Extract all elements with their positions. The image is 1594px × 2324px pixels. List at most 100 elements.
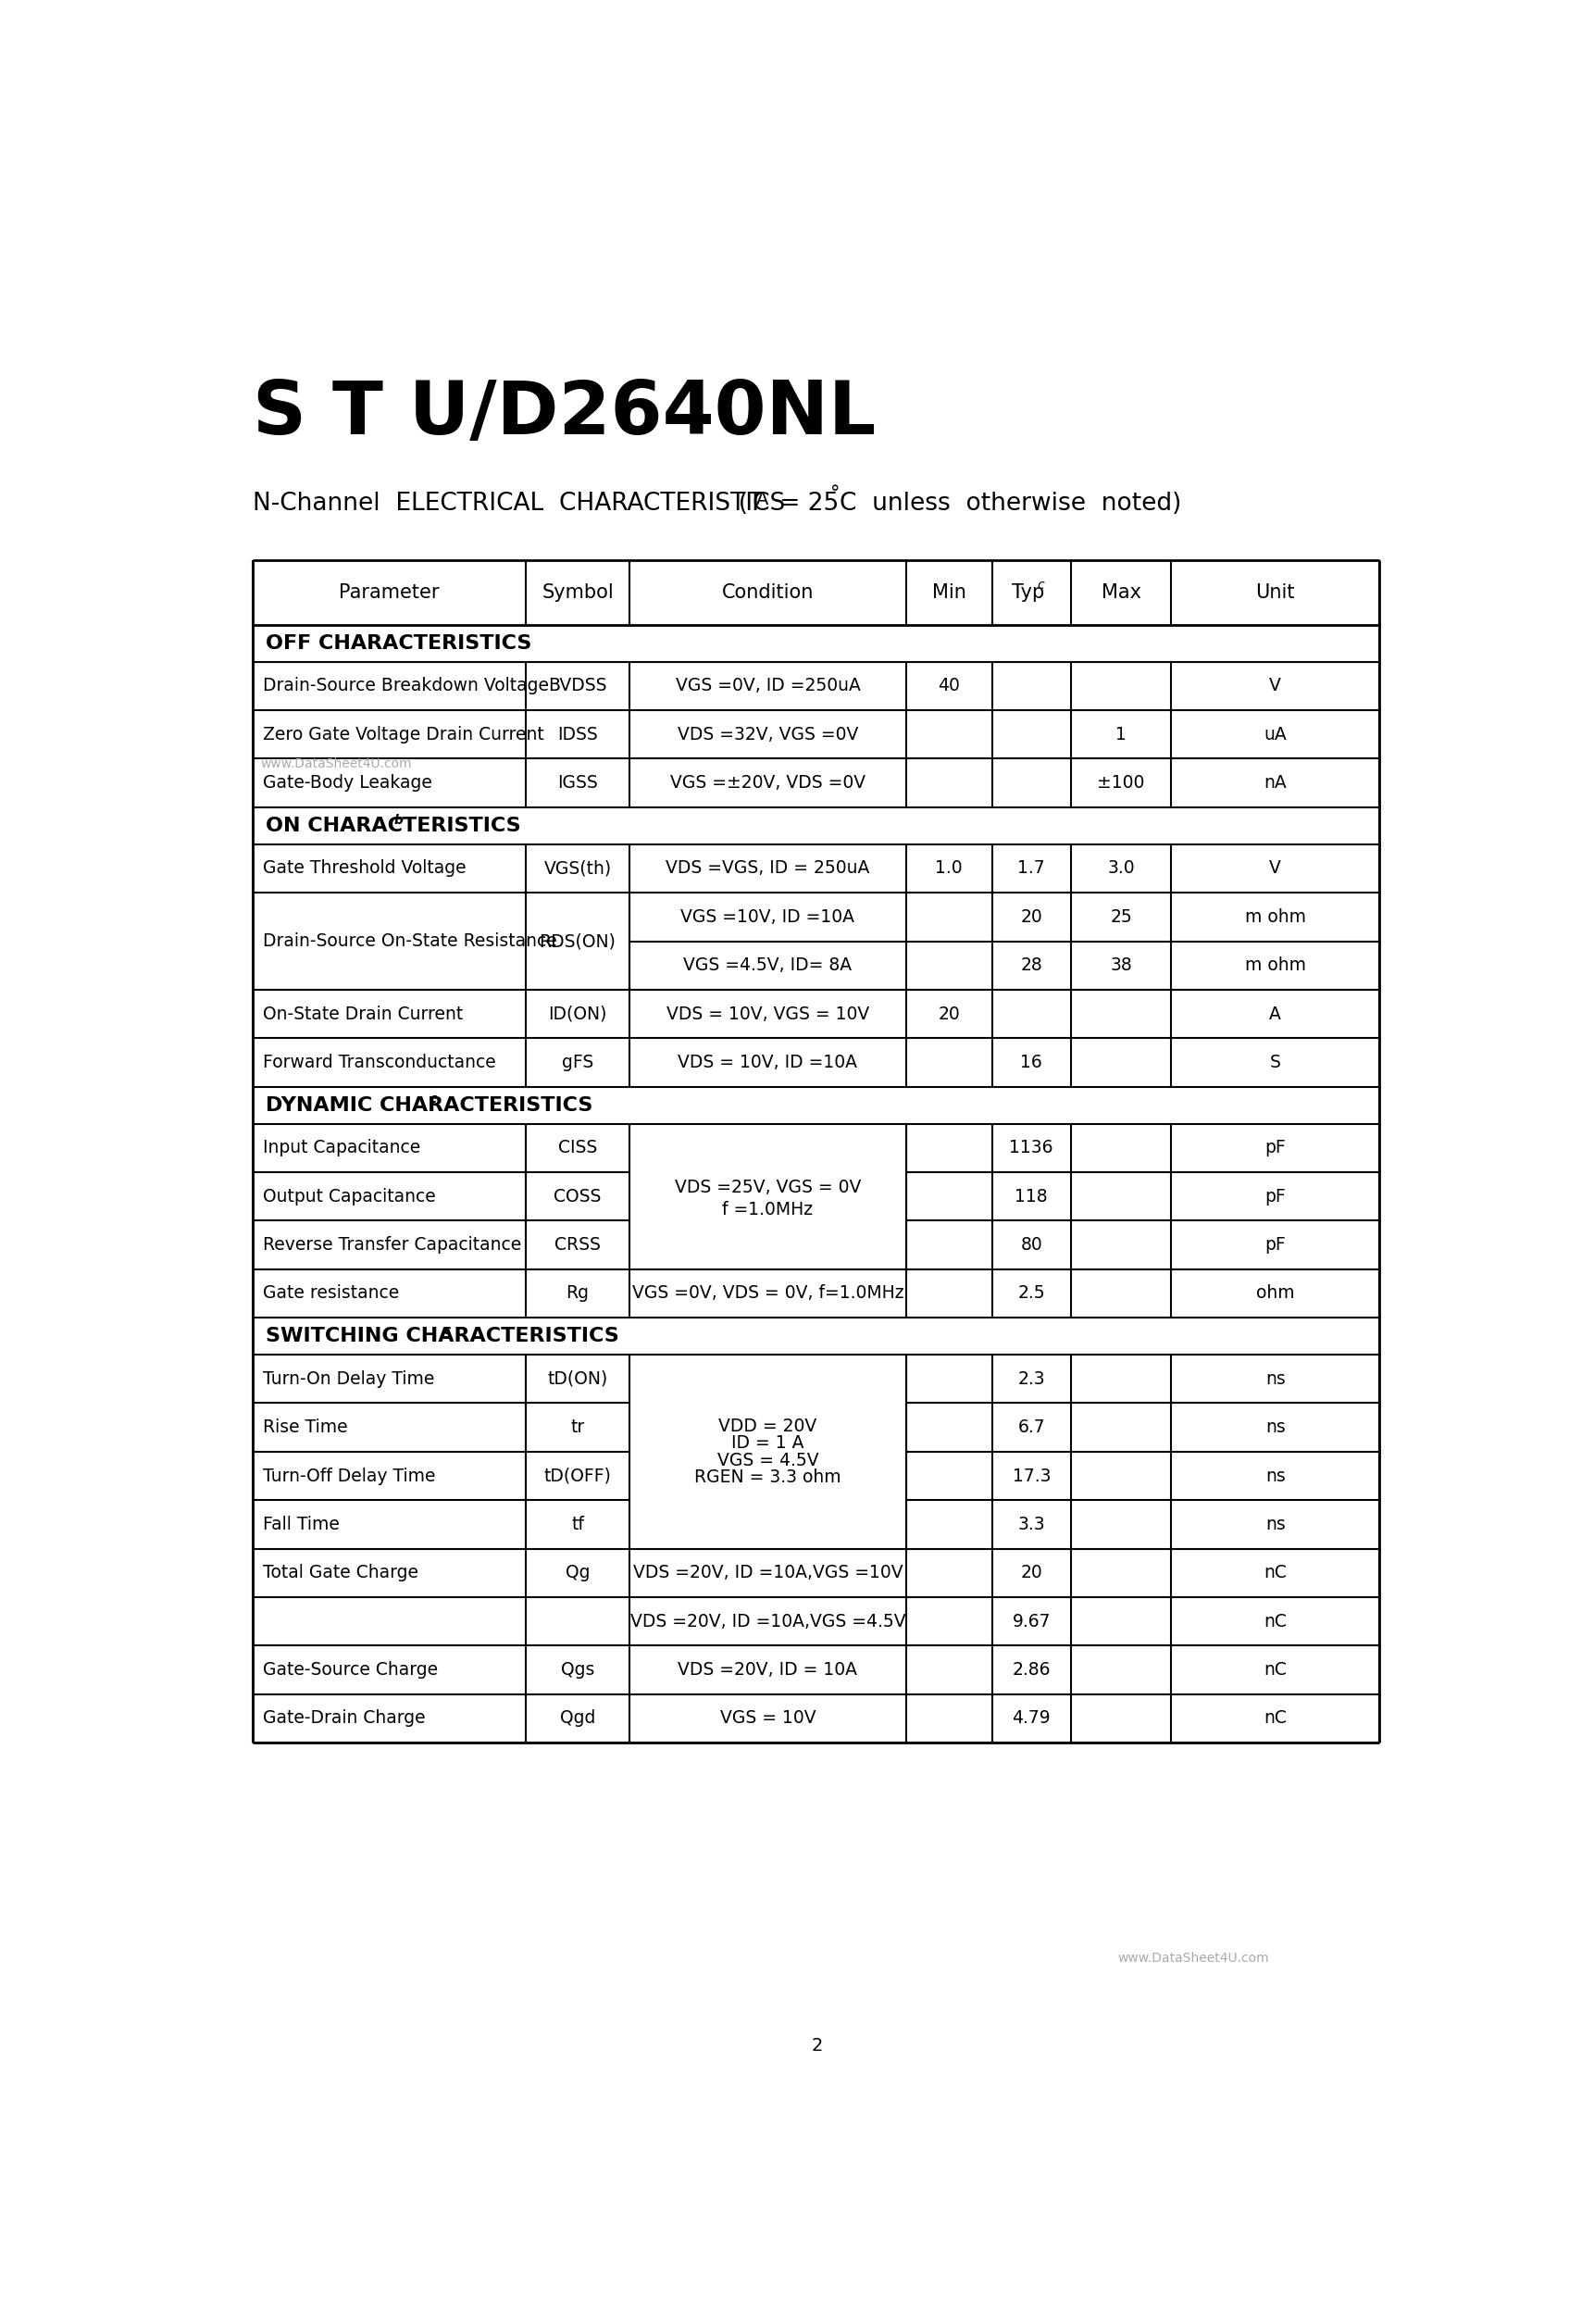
Text: Typ: Typ <box>1012 583 1044 602</box>
Text: ohm: ohm <box>1256 1285 1294 1301</box>
Text: 4.79: 4.79 <box>1012 1710 1050 1727</box>
Text: 118: 118 <box>1015 1188 1047 1206</box>
Text: ns: ns <box>1266 1371 1285 1387</box>
Text: Max: Max <box>1101 583 1141 602</box>
Text: °: ° <box>830 483 840 502</box>
Text: www.DataSheet4U.com: www.DataSheet4U.com <box>260 758 411 769</box>
Text: 3.3: 3.3 <box>1017 1515 1046 1534</box>
Text: Input Capacitance: Input Capacitance <box>263 1139 421 1157</box>
Text: uA: uA <box>1264 725 1286 744</box>
Text: ns: ns <box>1266 1418 1285 1436</box>
Text: IDSS: IDSS <box>558 725 598 744</box>
Text: V: V <box>1269 860 1282 876</box>
Text: 9.67: 9.67 <box>1012 1613 1050 1629</box>
Text: 20: 20 <box>937 1004 960 1023</box>
Text: VDD = 20V: VDD = 20V <box>719 1418 818 1434</box>
Text: Gate resistance: Gate resistance <box>263 1285 400 1301</box>
Text: 20: 20 <box>1020 1564 1042 1583</box>
Text: 3.0: 3.0 <box>1108 860 1135 876</box>
Text: c: c <box>429 1092 437 1106</box>
Text: pF: pF <box>1264 1139 1286 1157</box>
Text: Gate Threshold Voltage: Gate Threshold Voltage <box>263 860 467 876</box>
Text: COSS: COSS <box>553 1188 601 1206</box>
Text: 40: 40 <box>937 676 960 695</box>
Text: Gate-Source Charge: Gate-Source Charge <box>263 1662 438 1678</box>
Text: Zero Gate Voltage Drain Current: Zero Gate Voltage Drain Current <box>263 725 544 744</box>
Text: VDS =20V, ID = 10A: VDS =20V, ID = 10A <box>677 1662 858 1678</box>
Text: Condition: Condition <box>722 583 815 602</box>
Text: VGS =±20V, VDS =0V: VGS =±20V, VDS =0V <box>669 774 866 792</box>
Text: Qgd: Qgd <box>559 1710 596 1727</box>
Text: V: V <box>1269 676 1282 695</box>
Text: VGS =4.5V, ID= 8A: VGS =4.5V, ID= 8A <box>684 957 853 974</box>
Text: nC: nC <box>1264 1613 1286 1629</box>
Text: Gate-Drain Charge: Gate-Drain Charge <box>263 1710 426 1727</box>
Text: nC: nC <box>1264 1710 1286 1727</box>
Text: 2.86: 2.86 <box>1012 1662 1050 1678</box>
Text: 1.7: 1.7 <box>1017 860 1046 876</box>
Text: DYNAMIC CHARACTERISTICS: DYNAMIC CHARACTERISTICS <box>266 1097 593 1116</box>
Text: pF: pF <box>1264 1188 1286 1206</box>
Text: CISS: CISS <box>558 1139 598 1157</box>
Text: VGS =0V, ID =250uA: VGS =0V, ID =250uA <box>676 676 861 695</box>
Text: VGS = 10V: VGS = 10V <box>720 1710 816 1727</box>
Text: Fall Time: Fall Time <box>263 1515 340 1534</box>
Text: m ohm: m ohm <box>1245 909 1305 925</box>
Text: nC: nC <box>1264 1662 1286 1678</box>
Text: (T: (T <box>724 490 764 516</box>
Text: = 25: = 25 <box>771 490 846 516</box>
Text: Turn-Off Delay Time: Turn-Off Delay Time <box>263 1466 435 1485</box>
Text: tD(OFF): tD(OFF) <box>544 1466 612 1485</box>
Text: IGSS: IGSS <box>558 774 598 792</box>
Text: Symbol: Symbol <box>542 583 614 602</box>
Text: tr: tr <box>571 1418 585 1436</box>
Text: VGS = 4.5V: VGS = 4.5V <box>717 1452 819 1469</box>
Text: 1136: 1136 <box>1009 1139 1054 1157</box>
Text: m ohm: m ohm <box>1245 957 1305 974</box>
Text: 1.0: 1.0 <box>936 860 963 876</box>
Text: tf: tf <box>571 1515 583 1534</box>
Text: Total Gate Charge: Total Gate Charge <box>263 1564 419 1583</box>
Text: www.DataSheet4U.com: www.DataSheet4U.com <box>1117 1952 1269 1964</box>
Text: VDS =VGS, ID = 250uA: VDS =VGS, ID = 250uA <box>666 860 870 876</box>
Text: Drain-Source On-State Resistance: Drain-Source On-State Resistance <box>263 932 558 951</box>
Text: SWITCHING CHARACTERISTICS: SWITCHING CHARACTERISTICS <box>266 1327 620 1346</box>
Text: OFF CHARACTERISTICS: OFF CHARACTERISTICS <box>266 634 532 653</box>
Text: 16: 16 <box>1020 1053 1042 1071</box>
Text: 28: 28 <box>1020 957 1042 974</box>
Text: Reverse Transfer Capacitance: Reverse Transfer Capacitance <box>263 1236 521 1253</box>
Text: A: A <box>1269 1004 1282 1023</box>
Text: ID(ON): ID(ON) <box>548 1004 607 1023</box>
Text: S T U/D2640NL: S T U/D2640NL <box>253 379 877 451</box>
Text: 6.7: 6.7 <box>1017 1418 1046 1436</box>
Text: pF: pF <box>1264 1236 1286 1253</box>
Text: nC: nC <box>1264 1564 1286 1583</box>
Text: BVDSS: BVDSS <box>548 676 607 695</box>
Text: f =1.0MHz: f =1.0MHz <box>722 1202 813 1218</box>
Text: ns: ns <box>1266 1466 1285 1485</box>
Text: Min: Min <box>932 583 966 602</box>
Text: Forward Transconductance: Forward Transconductance <box>263 1053 496 1071</box>
Text: Gate-Body Leakage: Gate-Body Leakage <box>263 774 432 792</box>
Text: 17.3: 17.3 <box>1012 1466 1050 1485</box>
Text: 2.3: 2.3 <box>1017 1371 1046 1387</box>
Text: CRSS: CRSS <box>555 1236 601 1253</box>
Text: On-State Drain Current: On-State Drain Current <box>263 1004 464 1023</box>
Text: RDS(ON): RDS(ON) <box>539 932 615 951</box>
Text: 1: 1 <box>1116 725 1127 744</box>
Text: VGS(th): VGS(th) <box>544 860 612 876</box>
Text: Rg: Rg <box>566 1285 590 1301</box>
Text: ID = 1 A: ID = 1 A <box>732 1434 803 1452</box>
Text: N-Channel  ELECTRICAL  CHARACTERISTICS: N-Channel ELECTRICAL CHARACTERISTICS <box>253 490 786 516</box>
Text: c: c <box>1038 579 1044 593</box>
Text: VGS =10V, ID =10A: VGS =10V, ID =10A <box>681 909 854 925</box>
Text: c: c <box>443 1325 451 1336</box>
Text: Rise Time: Rise Time <box>263 1418 347 1436</box>
Text: VDS = 10V, VGS = 10V: VDS = 10V, VGS = 10V <box>666 1004 869 1023</box>
Text: ON CHARACTERISTICS: ON CHARACTERISTICS <box>266 816 521 834</box>
Text: VDS = 10V, ID =10A: VDS = 10V, ID =10A <box>677 1053 858 1071</box>
Text: 38: 38 <box>1109 957 1132 974</box>
Text: VDS =32V, VGS =0V: VDS =32V, VGS =0V <box>677 725 858 744</box>
Text: 2.5: 2.5 <box>1017 1285 1046 1301</box>
Text: tD(ON): tD(ON) <box>547 1371 607 1387</box>
